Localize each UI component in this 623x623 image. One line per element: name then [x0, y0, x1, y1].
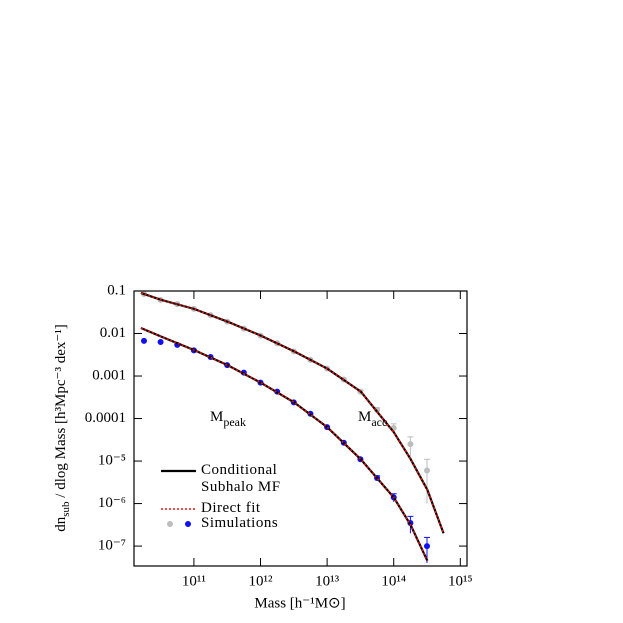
annotation-sub: peak — [223, 415, 246, 429]
x-tick-label: 10¹⁵ — [448, 573, 473, 589]
annotation-text: M — [210, 409, 223, 425]
y-label-rest: / dlog Mass [h³Mpc⁻³ dex⁻¹] — [53, 324, 69, 501]
x-tick-label: 10¹³ — [315, 573, 339, 589]
y-label-sub: sub — [60, 501, 72, 517]
y-tick-label: 10⁻⁵ — [98, 452, 126, 468]
data-point — [407, 441, 414, 448]
y-tick-label: 10⁻⁷ — [98, 538, 126, 554]
y-label-main: dn — [53, 516, 69, 532]
legend-label: Simulations — [201, 515, 279, 531]
y-tick-label: 0.001 — [92, 367, 126, 383]
y-tick-label: 0.01 — [100, 325, 126, 341]
x-tick-label: 10¹⁴ — [381, 573, 406, 589]
annotation: Macc — [358, 409, 387, 428]
legend-marker — [167, 521, 173, 527]
plot-frame — [133, 290, 468, 567]
legend-marker — [185, 521, 191, 527]
y-tick-label: 0.0001 — [85, 410, 126, 426]
y-tick-label: 10⁻⁶ — [98, 495, 126, 511]
line-series — [140, 292, 445, 534]
plot-area — [140, 291, 445, 563]
x-axis-label: Mass [h⁻¹M⊙] — [254, 595, 345, 611]
data-point — [423, 543, 430, 550]
data-point — [157, 339, 164, 346]
annotation-sub: acc — [371, 415, 387, 429]
legend-label: Conditional Subhalo MF — [201, 462, 281, 495]
annotation: Mpeak — [210, 409, 246, 428]
x-tick-label: 10¹¹ — [182, 573, 206, 589]
legend-label: Direct fit — [201, 500, 261, 516]
data-point — [423, 467, 430, 474]
y-axis-label: dnsub / dlog Mass [h³Mpc⁻³ dex⁻¹] — [53, 324, 71, 532]
annotation-text: M — [358, 409, 371, 425]
line-series — [140, 327, 429, 562]
x-tick-label: 10¹² — [249, 573, 273, 589]
line-series — [140, 291, 445, 534]
data-point — [140, 337, 147, 344]
y-tick-label: 0.1 — [107, 282, 126, 298]
